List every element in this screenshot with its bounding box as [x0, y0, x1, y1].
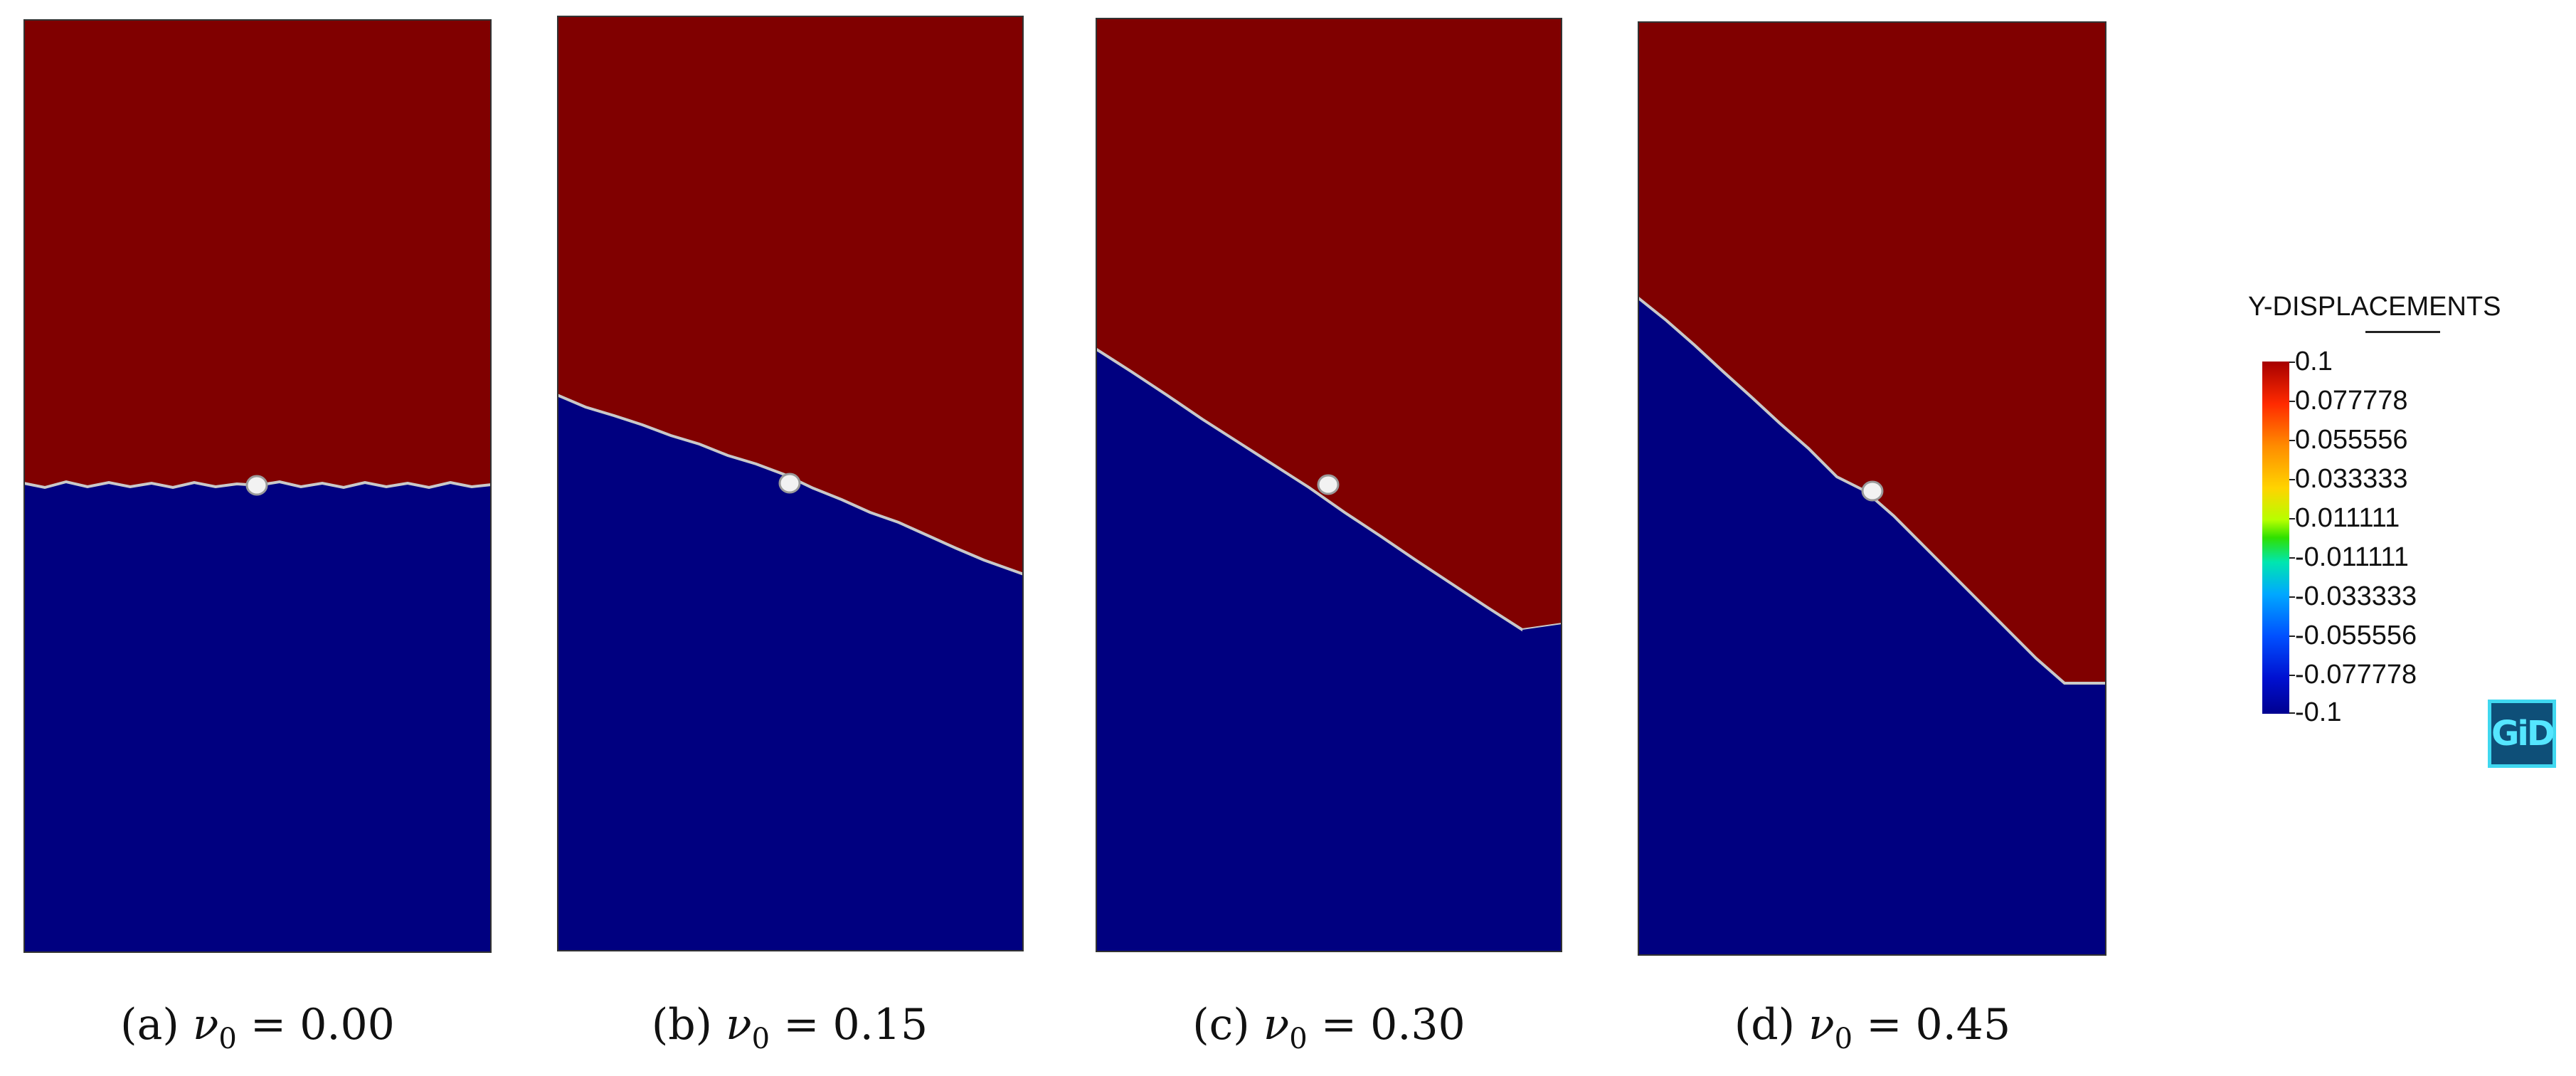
- colorbar-tick: [2289, 518, 2295, 519]
- caption-value: 0.15: [832, 1000, 928, 1050]
- caption-subscript: 0: [218, 1023, 237, 1055]
- caption-equals: =: [1320, 1000, 1357, 1050]
- caption-value: 0.45: [1915, 1000, 2011, 1050]
- inclusion: [1861, 480, 1884, 502]
- gid-logo: GiD: [2488, 700, 2556, 768]
- inclusion: [778, 473, 801, 494]
- colorbar-tick: [2289, 362, 2295, 363]
- colorbar-tick-label: -0.011111: [2295, 542, 2409, 572]
- colorbar-tick-label: 0.1: [2295, 347, 2333, 376]
- colorbar: [2262, 362, 2289, 714]
- caption-equals: =: [783, 1000, 820, 1050]
- panel-a: [23, 19, 492, 953]
- panel-c-plot: [1096, 18, 1562, 952]
- colorbar-tick-label: -0.1: [2295, 697, 2342, 727]
- colorbar-tick-label: -0.033333: [2295, 581, 2417, 611]
- panel-c: [1096, 18, 1562, 952]
- colorbar-tick-label: 0.033333: [2295, 464, 2408, 494]
- caption-a: (a) ν0 = 0.00: [87, 996, 428, 1055]
- caption-d: (d) ν0 = 0.45: [1702, 996, 2043, 1055]
- lower-region: [1096, 349, 1562, 952]
- interface-line: [1096, 347, 1562, 632]
- caption-symbol: ν: [1808, 1000, 1835, 1050]
- colorbar-tick: [2289, 635, 2295, 637]
- caption-subscript: 0: [1834, 1023, 1853, 1055]
- panel-frame: [557, 16, 1024, 951]
- inclusion: [245, 475, 268, 496]
- lower-region: [1638, 297, 2106, 956]
- lower-region-corner: [1522, 624, 1562, 952]
- colorbar-tick-label: 0.055556: [2295, 425, 2408, 455]
- panel-b: [557, 16, 1024, 951]
- caption-value: 0.30: [1370, 1000, 1465, 1050]
- legend-title: Y-DISPLACEMENTS: [2248, 292, 2501, 322]
- colorbar-tick: [2289, 596, 2295, 598]
- panel-a-plot: [23, 19, 492, 953]
- colorbar-tick: [2289, 479, 2295, 480]
- colorbar-tick: [2289, 557, 2295, 559]
- colorbar-tick-label: 0.077778: [2295, 386, 2408, 416]
- caption-symbol: ν: [726, 1000, 752, 1050]
- caption-label: (d): [1734, 1000, 1796, 1050]
- caption-c: (c) ν0 = 0.30: [1158, 996, 1500, 1055]
- lower-region: [557, 395, 1024, 951]
- legend-title-rule: [2365, 331, 2440, 333]
- caption-label: (a): [120, 1000, 179, 1050]
- caption-label: (c): [1192, 1000, 1250, 1050]
- colorbar-tick-label: -0.055556: [2295, 621, 2417, 650]
- colorbar-tick-label: 0.011111: [2295, 503, 2400, 533]
- lower-region: [23, 482, 492, 953]
- colorbar-tick: [2289, 440, 2295, 441]
- caption-symbol: ν: [192, 1000, 219, 1050]
- inclusion: [1317, 474, 1340, 495]
- caption-equals: =: [1866, 1000, 1902, 1050]
- caption-b: (b) ν0 = 0.15: [619, 996, 960, 1055]
- colorbar-tick: [2289, 712, 2295, 714]
- panel-frame: [23, 19, 492, 953]
- colorbar-tick: [2289, 675, 2295, 676]
- caption-label: (b): [651, 1000, 713, 1050]
- panel-d-plot: [1638, 21, 2106, 956]
- panel-frame: [1096, 18, 1562, 952]
- colorbar-tick-label: -0.077778: [2295, 660, 2417, 690]
- panel-b-plot: [557, 16, 1024, 951]
- caption-subscript: 0: [1289, 1023, 1308, 1055]
- caption-subscript: 0: [751, 1023, 770, 1055]
- panel-d: [1638, 21, 2106, 956]
- caption-symbol: ν: [1263, 1000, 1290, 1050]
- caption-value: 0.00: [300, 1000, 395, 1050]
- colorbar-tick: [2289, 401, 2295, 402]
- caption-equals: =: [250, 1000, 287, 1050]
- panel-frame: [1638, 21, 2106, 956]
